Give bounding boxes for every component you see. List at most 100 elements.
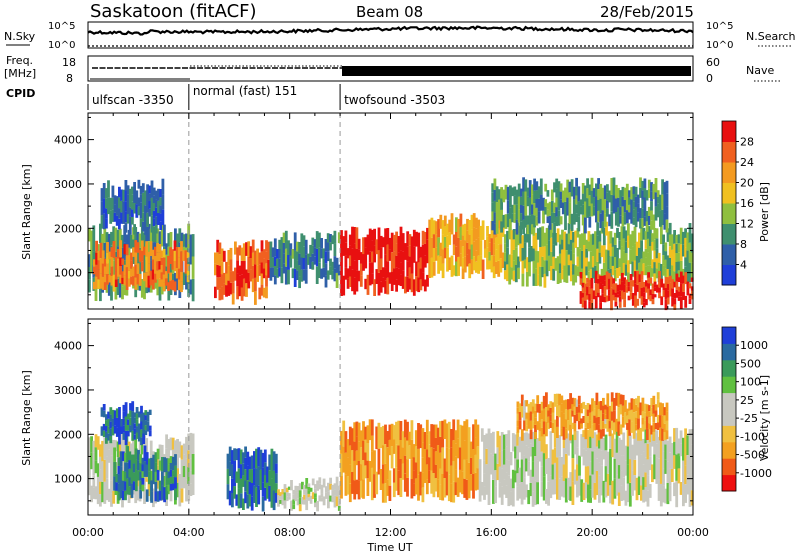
data-region: [516, 392, 669, 441]
nsearch-tick-top: 10^5: [706, 21, 733, 32]
cpid-label: CPID: [6, 87, 35, 100]
cpid-segment-label: twofsound -3503: [344, 93, 445, 107]
colorbar-swatch: [722, 203, 736, 224]
colorbar-swatch: [722, 376, 736, 394]
y-tick-label: 4000: [54, 134, 82, 147]
power-colorbar: 4 8 12 16 20 24 28: [721, 120, 754, 286]
y-tick-label: 1000: [54, 267, 82, 280]
y-tick-label: 3000: [54, 384, 82, 397]
data-region: [226, 446, 278, 512]
colorbar-swatch: [722, 343, 736, 361]
data-region: [340, 419, 480, 503]
colorbar-swatch: [722, 409, 736, 426]
colorbar-swatch: [722, 327, 736, 344]
x-tick-label: 00:00: [72, 526, 104, 539]
colorbar-swatch: [722, 474, 736, 492]
y-tick-label: 2000: [54, 428, 82, 441]
colorbar-swatch: [722, 121, 736, 142]
colorbar-tick-label: 12: [740, 218, 754, 231]
data-region: [579, 270, 694, 311]
data-region: [113, 445, 177, 503]
colorbar-tick-label: 100: [740, 376, 761, 389]
colorbar-tick-label: -500: [740, 449, 765, 462]
nave-tick-top: 60: [706, 56, 720, 69]
x-tick-label: 08:00: [274, 526, 306, 539]
colorbar-swatch: [722, 441, 736, 459]
nsky-panel: N.Sky 10^5 10^0 10^5 10^0 N.Search: [4, 21, 796, 51]
beam-label: Beam 08: [356, 3, 423, 21]
colorbar-tick-label: 16: [740, 197, 754, 210]
colorbar-swatch: [722, 425, 736, 443]
velocity-colorbar: -1000 -500 -100 -25 25 100 500 1000: [721, 326, 772, 492]
x-tick-label: 12:00: [375, 526, 407, 539]
freq-label-2: [MHz]: [4, 67, 36, 80]
velocity-y-axis-label: Slant Range [km]: [20, 370, 33, 466]
data-region: [503, 221, 694, 289]
nave-block: [342, 66, 691, 76]
y-tick-label: 1000: [54, 473, 82, 486]
data-region: [428, 212, 505, 279]
colorbar-swatch: [722, 182, 736, 204]
data-region: [100, 401, 152, 446]
freq-panel: Freq. [MHz] 18 8 60 0 Nave: [4, 54, 780, 85]
y-tick-label: 2000: [54, 222, 82, 235]
colorbar-tick-label: 20: [740, 177, 754, 190]
colorbar-swatch: [722, 141, 736, 163]
cpid-segment-label: ulfscan -3350: [92, 93, 174, 107]
nsky-tick-bottom: 10^0: [48, 40, 75, 51]
data-region: [340, 226, 429, 296]
freq-tick-bottom: 8: [66, 72, 73, 85]
colorbar-tick-label: 24: [740, 156, 754, 169]
data-region: [269, 230, 341, 289]
velocity-colorbar-label: Velocity [m s-1]: [758, 375, 771, 461]
colorbar-swatch: [722, 359, 736, 377]
nsky-label: N.Sky: [4, 30, 36, 43]
data-region: [491, 177, 669, 235]
power-panel: 1000 2000 3000 4000 Slant Range [km] 4 8 12 16…: [20, 112, 771, 311]
x-axis-label: Time UT: [366, 541, 412, 554]
colorbar-tick-label: 8: [740, 238, 747, 251]
x-tick-label: 04:00: [173, 526, 205, 539]
x-tick-label: 16:00: [475, 526, 507, 539]
nsky-tick-top: 10^5: [48, 21, 75, 32]
colorbar-tick-label: -1000: [740, 467, 772, 480]
power-y-axis-label: Slant Range [km]: [20, 164, 33, 260]
colorbar-swatch: [722, 458, 736, 476]
colorbar-tick-label: -25: [740, 412, 758, 425]
data-region: [100, 178, 165, 235]
colorbar-swatch: [722, 162, 736, 183]
colorbar-swatch: [722, 244, 736, 265]
colorbar-tick-label: 4: [740, 259, 747, 272]
x-tick-label: 00:00: [677, 526, 709, 539]
colorbar-tick-label: -100: [740, 430, 765, 443]
nsearch-tick-bottom: 10^0: [706, 40, 733, 51]
time-axis: 00:00 04:00 08:00 12:00 16:00 20:00 00:00: [72, 526, 709, 539]
data-region: [478, 427, 694, 508]
date-label: 28/Feb/2015: [600, 3, 694, 21]
site-title: Saskatoon (fitACF): [90, 1, 257, 22]
nave-label: Nave: [746, 64, 774, 77]
y-tick-label: 4000: [54, 340, 82, 353]
colorbar-swatch: [722, 223, 736, 245]
x-tick-label: 20:00: [576, 526, 608, 539]
nsearch-label: N.Search: [746, 30, 796, 43]
colorbar-tick-label: 28: [740, 136, 754, 149]
freq-tick-top: 18: [62, 56, 76, 69]
colorbar-swatch: [722, 264, 736, 286]
colorbar-tick-label: 25: [740, 394, 754, 407]
data-region: [277, 476, 341, 512]
nave-tick-bottom: 0: [706, 72, 713, 85]
cpid-bar: CPID ulfscan -3350 normal (fast) 151 twofs…: [6, 84, 445, 110]
colorbar-tick-label: 500: [740, 357, 761, 370]
colorbar-swatch: [722, 392, 736, 410]
y-tick-label: 3000: [54, 178, 82, 191]
data-region: [214, 239, 271, 305]
cpid-segment-label: normal (fast) 151: [193, 84, 297, 98]
colorbar-tick-label: 1000: [740, 339, 768, 352]
data-region: [93, 240, 190, 293]
power-colorbar-label: Power [dB]: [758, 182, 771, 242]
nsky-trace: [87, 25, 694, 36]
freq-label-1: Freq.: [6, 54, 33, 67]
